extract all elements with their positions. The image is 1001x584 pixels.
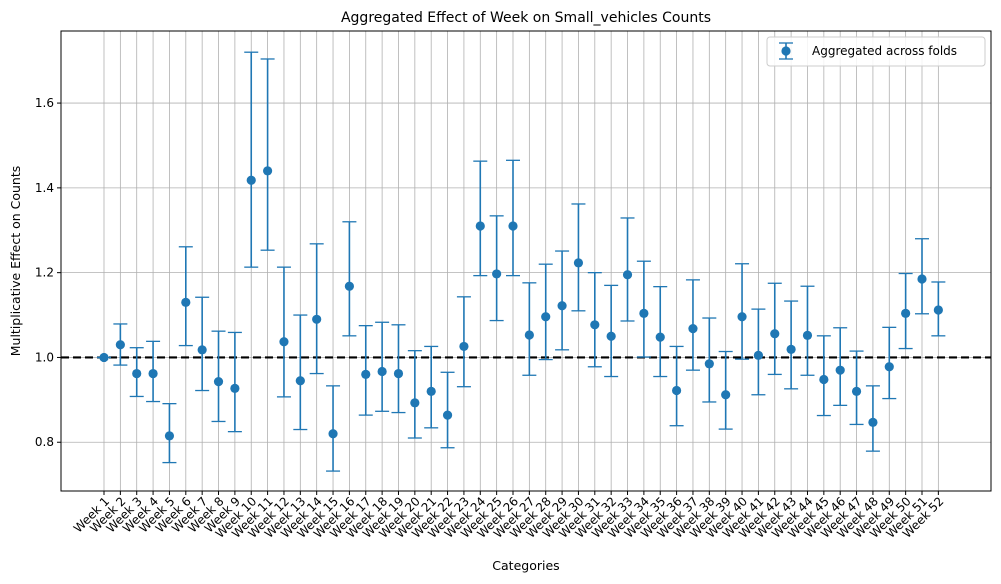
y-axis-ticks: 0.8 1.0 1.2 1.4 1.6: [35, 96, 61, 449]
data-point: [655, 332, 665, 342]
data-point: [606, 331, 616, 341]
data-point: [132, 368, 142, 379]
data-point: [770, 329, 780, 339]
data-point: [312, 314, 322, 324]
data-point: [393, 368, 404, 379]
data-point: [115, 340, 125, 350]
data-point: [753, 350, 764, 360]
data-point: [917, 274, 927, 284]
data-point: [721, 390, 731, 400]
data-point: [377, 366, 387, 377]
y-tick-label: 1.6: [35, 96, 54, 110]
data-point: [426, 386, 436, 396]
data-point: [590, 320, 600, 330]
y-tick-label: 1.0: [35, 350, 54, 364]
data-point: [295, 376, 305, 386]
data-points: [99, 166, 943, 441]
data-point: [442, 410, 453, 420]
data-point: [901, 308, 911, 318]
data-point: [868, 417, 878, 427]
data-point: [475, 221, 485, 231]
x-axis-label: Categories: [492, 558, 559, 573]
data-point: [672, 385, 682, 396]
data-point: [230, 383, 240, 394]
y-tick-label: 1.4: [35, 181, 54, 195]
data-point: [99, 352, 109, 363]
legend: Aggregated across folds: [766, 36, 986, 67]
data-point: [573, 258, 584, 268]
data-point: [933, 305, 943, 315]
data-point: [263, 166, 273, 176]
data-point: [148, 368, 158, 379]
data-point: [213, 377, 224, 387]
y-axis-label: Multiplicative Effect on Counts: [8, 166, 23, 357]
data-point: [279, 337, 289, 347]
grid-lines: [61, 31, 991, 491]
data-point: [328, 429, 338, 439]
data-point: [410, 398, 420, 408]
data-point: [524, 330, 534, 340]
data-point: [164, 431, 175, 441]
plot-frame: [60, 30, 992, 492]
y-tick-label: 1.2: [35, 266, 54, 280]
legend-box: [766, 36, 986, 67]
data-point: [819, 374, 829, 385]
data-point: [851, 386, 862, 396]
legend-marker: [779, 42, 793, 60]
data-point: [688, 324, 698, 334]
error-bars: [97, 51, 946, 472]
data-point: [737, 312, 747, 322]
chart-title: Aggregated Effect of Week on Small_vehic…: [341, 10, 711, 26]
data-point: [181, 297, 191, 307]
data-point: [246, 175, 256, 185]
legend-marker-dot: [781, 46, 791, 56]
data-point: [197, 345, 207, 355]
data-point: [639, 308, 649, 318]
data-point: [459, 341, 469, 352]
data-point: [557, 301, 567, 311]
legend-label: Aggregated across folds: [812, 44, 957, 58]
data-point: [884, 362, 894, 372]
y-tick-label: 0.8: [35, 435, 54, 449]
data-point: [492, 269, 502, 279]
data-point: [835, 365, 845, 375]
data-point: [786, 344, 796, 354]
data-point: [802, 330, 813, 341]
data-point: [361, 369, 371, 380]
data-point: [541, 312, 551, 322]
data-point: [344, 281, 354, 291]
data-point: [704, 359, 714, 369]
data-point: [508, 221, 518, 231]
data-point: [622, 270, 633, 280]
